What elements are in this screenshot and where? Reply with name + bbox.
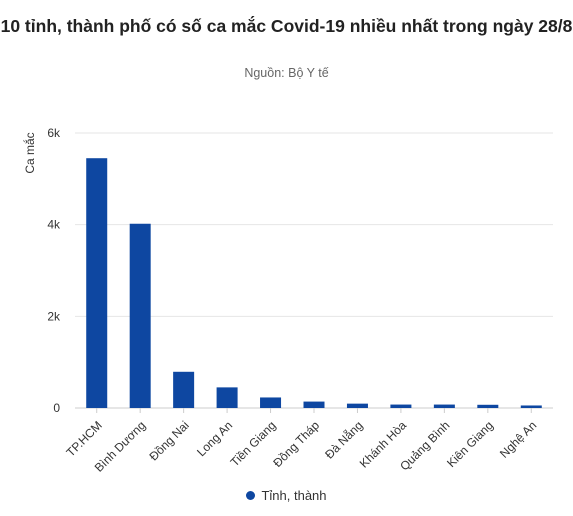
y-axis-ticks: 0 2k 4k 6k <box>47 126 61 415</box>
bar[interactable] <box>433 404 455 408</box>
legend-label: Tỉnh, thành <box>261 488 327 503</box>
x-tick-label: Đồng Tháp <box>270 418 322 470</box>
y-tick-label: 6k <box>47 126 61 140</box>
y-axis-label: Ca mắc <box>22 132 37 173</box>
chart-subtitle: Nguồn: Bộ Y tế <box>244 66 329 80</box>
bar[interactable] <box>173 371 195 408</box>
bar[interactable] <box>129 223 151 408</box>
bar[interactable] <box>303 401 325 408</box>
y-tick-label: 4k <box>47 218 61 232</box>
bar[interactable] <box>216 387 238 408</box>
x-tick-label: Kiên Giang <box>444 418 496 470</box>
bar[interactable] <box>86 158 108 408</box>
legend-marker <box>246 491 256 500</box>
y-tick-label: 0 <box>53 401 60 415</box>
bar[interactable] <box>390 404 412 408</box>
bar[interactable] <box>260 397 282 408</box>
chart-title: 10 tỉnh, thành phố có số ca mắc Covid-19… <box>0 16 573 36</box>
bar[interactable] <box>520 405 542 408</box>
x-tick-label: Đồng Nai <box>146 418 191 463</box>
x-tick-label: Long An <box>194 418 235 459</box>
bar[interactable] <box>477 404 499 408</box>
x-tick-label: Nghệ An <box>497 418 539 460</box>
x-tick-label: TP.HCM <box>64 418 105 459</box>
bar[interactable] <box>346 403 368 408</box>
x-tick-label: Đà Nẵng <box>321 418 365 462</box>
legend[interactable]: Tỉnh, thành <box>0 488 573 503</box>
bars <box>86 158 542 408</box>
y-tick-label: 2k <box>47 309 61 323</box>
